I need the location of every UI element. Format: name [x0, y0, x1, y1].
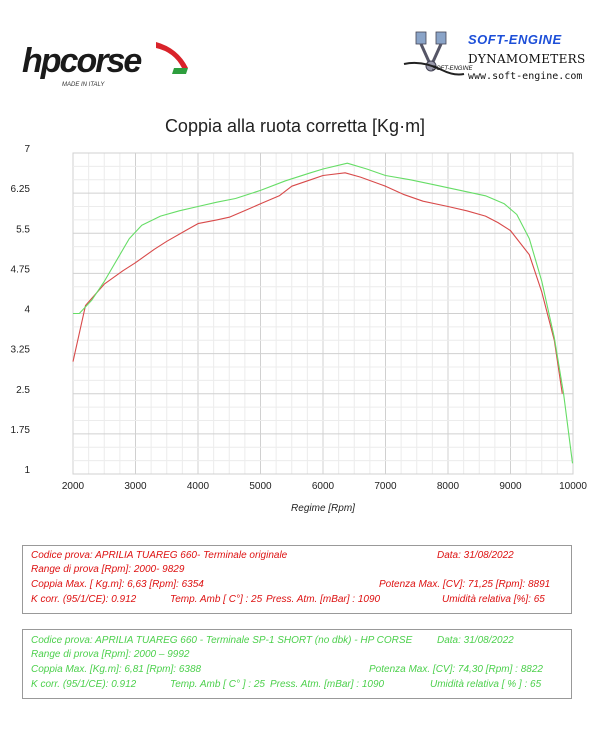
y-tick-label: 4	[24, 305, 30, 316]
torque-chart: 1 1.75 2.5 3.25 4 4.75 5.5 6.25 7 2000 3000 4000 500…	[11, 144, 588, 514]
relative-humidity: Umidità relativa [%]: 65	[442, 594, 545, 605]
x-axis-title: Regime [Rpm]	[291, 503, 355, 514]
hp-corse-swoosh-icon	[156, 42, 188, 74]
x-tick-label: 10000	[559, 481, 587, 492]
x-tick-label: 4000	[187, 481, 210, 492]
y-tick-label: 3.25	[11, 345, 31, 356]
k-corr: K corr. (95/1/CE): 0.912	[31, 679, 137, 690]
x-tick-label: 5000	[249, 481, 272, 492]
y-tick-label: 4.75	[11, 264, 31, 275]
y-tick-label: 6.25	[11, 184, 31, 195]
test-date: Data: 31/08/2022	[437, 550, 514, 561]
atm-pressure: Press. Atm. [mBar] : 1090	[270, 679, 385, 690]
max-power: Potenza Max. [CV]: 71,25 [Rpm]: 8891	[379, 579, 551, 590]
chart-axes: 1 1.75 2.5 3.25 4 4.75 5.5 6.25 7 2000 3000 4000 500…	[11, 144, 588, 492]
max-torque: Coppia Max. [ Kg.m]: 6,63 [Rpm]: 6354	[31, 579, 204, 590]
info-box-original: Codice prova: APRILIA TUAREG 660- Termin…	[22, 545, 572, 614]
test-range: Range di prova [Rpm]: 2000 – 9992	[31, 649, 190, 660]
info-box-sp1-short: Codice prova: APRILIA TUAREG 660 - Termi…	[22, 629, 572, 699]
y-tick-label: 2.5	[16, 385, 30, 396]
soft-engine-website: www.soft-engine.com	[468, 71, 583, 82]
hp-corse-logo: hpcorse MADE IN ITALY	[22, 38, 192, 98]
soft-engine-small-label: SOFT-ENGINE	[432, 66, 473, 72]
test-range: Range di prova [Rpm]: 2000- 9829	[31, 564, 185, 575]
y-tick-label: 7	[24, 144, 30, 155]
x-tick-label: 6000	[312, 481, 335, 492]
chart-series	[72, 162, 574, 464]
soft-engine-logo: SOFT-ENGINE SOFT-ENGINE DYNAMOMETERS www…	[398, 28, 586, 90]
series-line-original	[72, 172, 563, 394]
x-tick-label: 9000	[499, 481, 522, 492]
series-line-sp1-short	[73, 162, 574, 464]
hp-made-in-italy: MADE IN ITALY	[62, 82, 105, 88]
test-date: Data: 31/08/2022	[437, 635, 514, 646]
soft-engine-subtitle: DYNAMOMETERS	[468, 52, 586, 66]
x-tick-label: 7000	[374, 481, 397, 492]
relative-humidity: Umidità relativa [ % ] : 65	[430, 679, 542, 690]
y-tick-label: 5.5	[16, 224, 30, 235]
test-code: Codice prova: APRILIA TUAREG 660 - Termi…	[31, 635, 413, 646]
max-torque: Coppia Max. [Kg.m]: 6,81 [Rpm]: 6388	[31, 664, 202, 675]
test-code: Codice prova: APRILIA TUAREG 660- Termin…	[31, 550, 288, 561]
piston-icon	[403, 31, 465, 76]
chart-title: Coppia alla ruota corretta [Kg·m]	[164, 116, 426, 136]
atm-pressure: Press. Atm. [mBar] : 1090	[266, 594, 381, 605]
y-tick-label: 1.75	[11, 425, 31, 436]
soft-engine-brand: SOFT-ENGINE	[468, 32, 562, 47]
hp-corse-logo-text: hpcorse	[22, 42, 142, 80]
y-tick-label: 1	[24, 465, 30, 476]
x-tick-label: 2000	[62, 481, 85, 492]
ambient-temp: Temp. Amb [ C°] : 25	[170, 594, 263, 605]
max-power: Potenza Max. [CV]: 74,30 [Rpm] : 8822	[369, 664, 543, 675]
ambient-temp: Temp. Amb [ C° ] : 25	[170, 679, 265, 690]
x-tick-label: 3000	[124, 481, 147, 492]
x-tick-label: 8000	[437, 481, 460, 492]
k-corr: K corr. (95/1/CE): 0.912	[31, 594, 137, 605]
